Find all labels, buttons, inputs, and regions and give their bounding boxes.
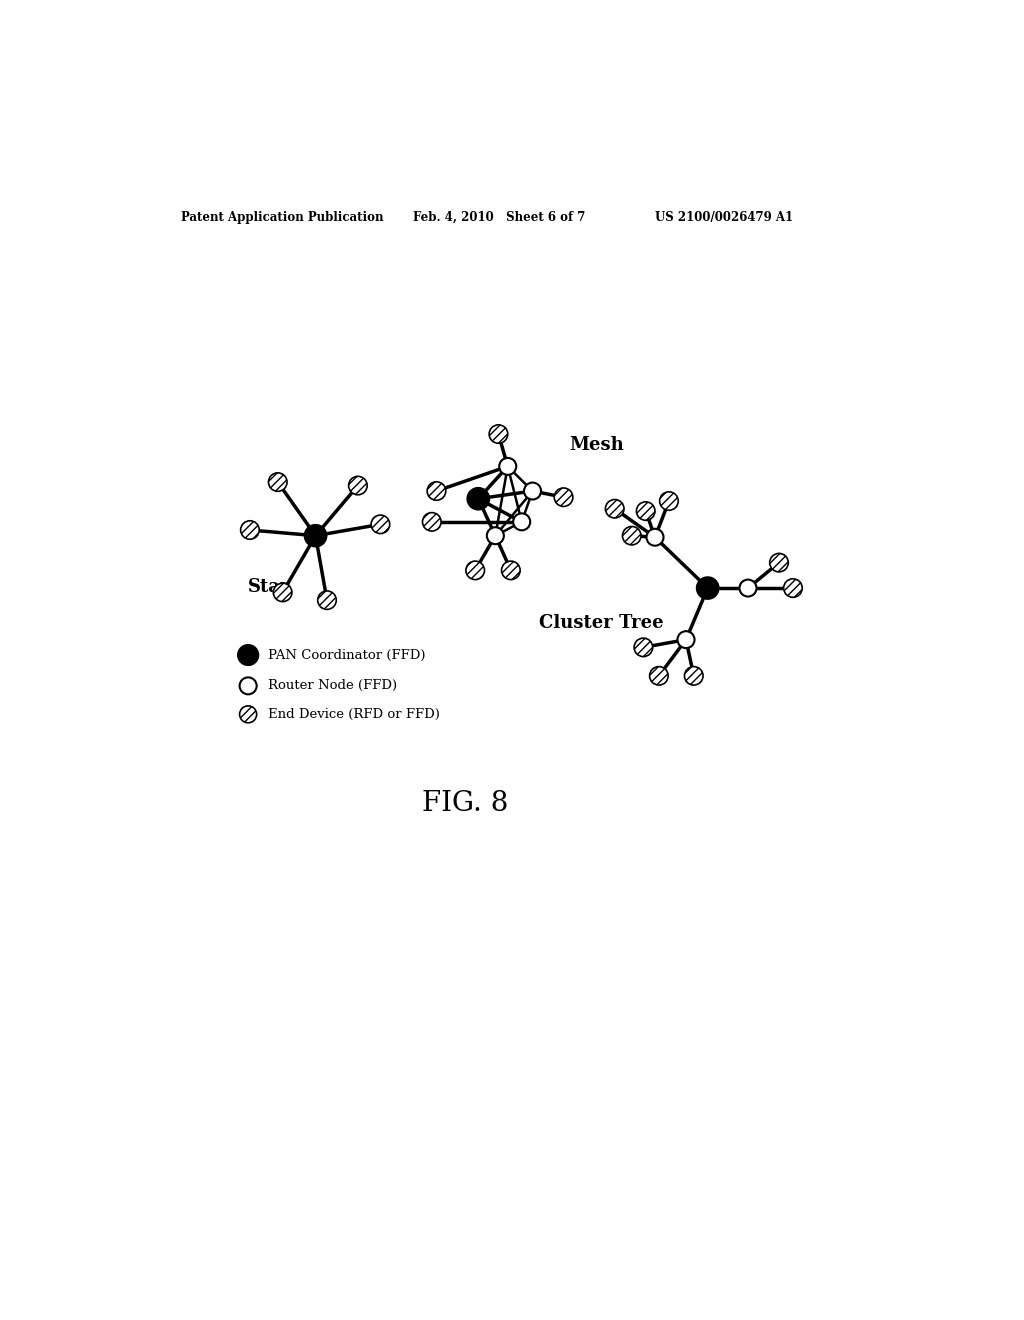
Text: Star: Star [248, 578, 291, 597]
Circle shape [524, 483, 541, 499]
Circle shape [783, 578, 802, 597]
Circle shape [486, 527, 504, 544]
Circle shape [466, 561, 484, 579]
Circle shape [500, 458, 516, 475]
Text: US 2100/0026479 A1: US 2100/0026479 A1 [655, 211, 794, 224]
Circle shape [273, 583, 292, 602]
Text: Patent Application Publication: Patent Application Publication [180, 211, 383, 224]
Circle shape [636, 502, 655, 520]
Circle shape [646, 529, 664, 545]
Circle shape [739, 579, 757, 597]
Text: End Device (RFD or FFD): End Device (RFD or FFD) [267, 708, 439, 721]
Text: PAN Coordinator (FFD): PAN Coordinator (FFD) [267, 648, 425, 661]
Text: Router Node (FFD): Router Node (FFD) [267, 680, 396, 693]
Circle shape [678, 631, 694, 648]
Text: Cluster Tree: Cluster Tree [539, 614, 664, 632]
Circle shape [489, 425, 508, 444]
Circle shape [427, 482, 445, 500]
Circle shape [502, 561, 520, 579]
Circle shape [240, 677, 257, 694]
Circle shape [371, 515, 390, 533]
Circle shape [467, 488, 489, 510]
Circle shape [659, 492, 678, 511]
Circle shape [305, 525, 327, 546]
Circle shape [241, 521, 259, 540]
Circle shape [684, 667, 703, 685]
Circle shape [770, 553, 788, 572]
Text: FIG. 8: FIG. 8 [423, 789, 509, 817]
Circle shape [513, 513, 530, 531]
Text: Mesh: Mesh [569, 436, 625, 454]
Circle shape [623, 527, 641, 545]
Circle shape [554, 488, 572, 507]
Circle shape [697, 577, 719, 599]
Circle shape [238, 645, 258, 665]
Circle shape [423, 512, 441, 531]
Circle shape [348, 477, 368, 495]
Text: Feb. 4, 2010   Sheet 6 of 7: Feb. 4, 2010 Sheet 6 of 7 [414, 211, 586, 224]
Circle shape [634, 638, 652, 656]
Circle shape [317, 591, 336, 610]
Circle shape [240, 706, 257, 723]
Circle shape [268, 473, 287, 491]
Circle shape [649, 667, 669, 685]
Circle shape [605, 499, 624, 517]
